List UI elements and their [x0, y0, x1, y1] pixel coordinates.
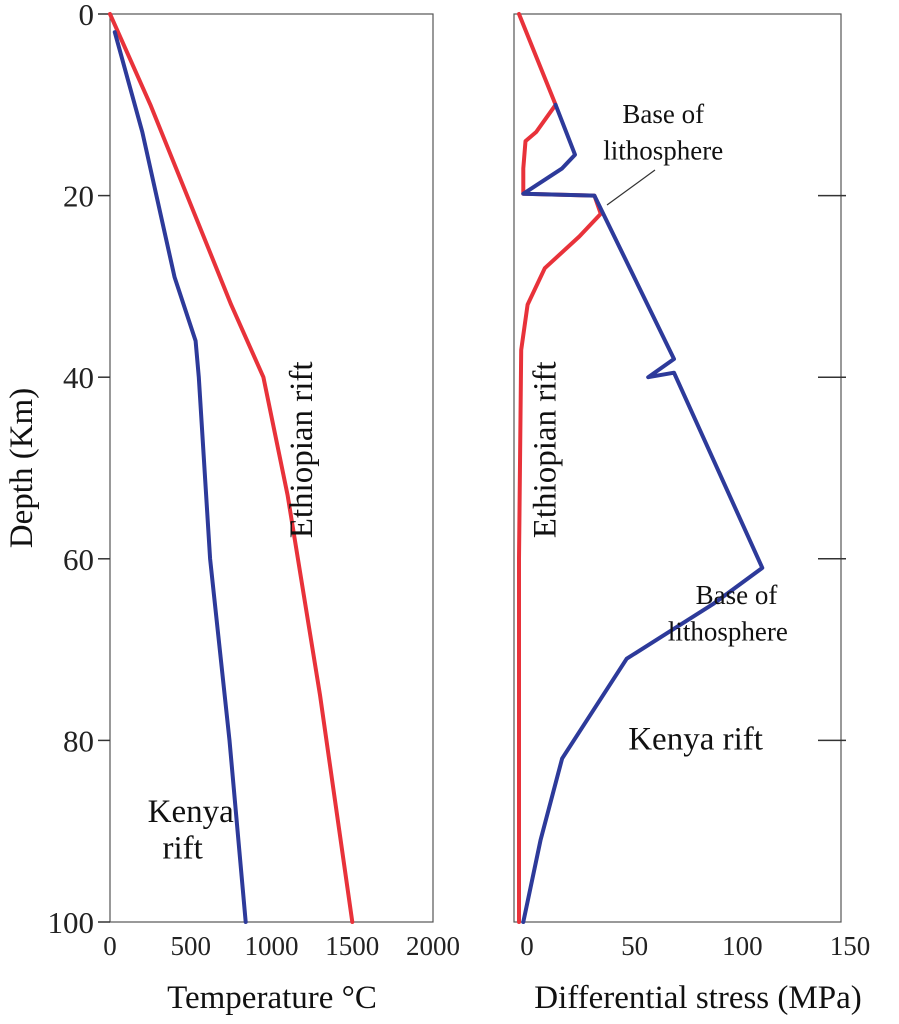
- lithosphere-annotation: lithosphere: [603, 135, 723, 165]
- depth-tick-label: 0: [79, 0, 95, 32]
- ethiopian-rift-annotation: Ethiopian rift: [284, 361, 320, 538]
- temperature-tick-label: 1000: [245, 931, 299, 961]
- temperature-tick-label: 2000: [406, 931, 460, 961]
- temperature-panel: 0 20 40 60 80 100 0 500 1000 1500 2000 Temperatur…: [4, 0, 460, 1016]
- kenya-rift-annotation: Kenya rift: [628, 721, 763, 757]
- stress-tick-label: 0: [520, 931, 534, 961]
- kenya-rift-stress-line: [521, 102, 765, 924]
- ethiopian-rift-annotation: Ethiopian rift: [528, 361, 564, 538]
- depth-tick-label: 80: [63, 723, 94, 758]
- depth-tick-label: 40: [63, 360, 94, 395]
- depth-axis-label: Depth (Km): [4, 388, 40, 548]
- temperature-tick-label: 0: [103, 931, 117, 961]
- rift-annotation: rift: [163, 830, 203, 866]
- stress-axis-label: Differential stress (MPa): [534, 980, 861, 1016]
- stress-plot-frame: [513, 13, 842, 923]
- temperature-axis-label: Temperature °C: [167, 980, 377, 1016]
- kenya-rift-temperature-line: [112, 30, 248, 924]
- base-of-annotation: Base of: [696, 580, 778, 610]
- stress-panel: 0 50 100 150 Differential stress (MPa) Base…: [513, 12, 871, 1016]
- temperature-plot-frame: [109, 13, 434, 923]
- ethiopian-rift-temperature-line: [108, 12, 355, 924]
- base-of-lithosphere-leader: [606, 169, 656, 206]
- depth-tick-label: 100: [48, 905, 95, 940]
- stress-tick-label: 100: [722, 931, 763, 961]
- kenya-annotation: Kenya: [148, 794, 234, 830]
- lithosphere-annotation: lithosphere: [668, 617, 788, 647]
- temperature-tick-label: 1500: [325, 931, 379, 961]
- stress-tick-label: 150: [830, 931, 871, 961]
- depth-tick-label: 20: [63, 179, 94, 214]
- base-of-annotation: Base of: [622, 99, 704, 129]
- stress-tick-label: 50: [621, 931, 648, 961]
- depth-tick-label: 60: [63, 542, 94, 577]
- temperature-tick-label: 500: [171, 931, 212, 961]
